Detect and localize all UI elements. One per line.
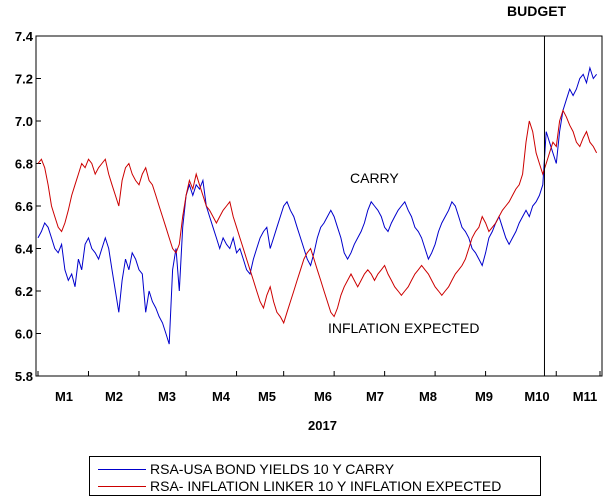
legend-label-inflation: RSA- INFLATION LINKER 10 Y INFLATION EXP… (150, 478, 502, 494)
legend-item-inflation: RSA- INFLATION LINKER 10 Y INFLATION EXP… (98, 477, 501, 495)
x-tick-label: M10 (524, 389, 549, 404)
inflation-annotation: INFLATION EXPECTED (328, 320, 479, 336)
x-tick-label: M2 (105, 389, 123, 404)
x-tick-label: M7 (366, 389, 384, 404)
series-layer (37, 66, 598, 345)
y-tick-label: 7.4 (15, 29, 34, 44)
x-axis: M1 M2 M3 M4 M5 M6 M7 M8 M9 M10 M11 (37, 371, 601, 404)
series-line-carry (37, 66, 597, 345)
y-tick-label: 6.0 (15, 327, 33, 342)
y-tick-label: 5.8 (15, 369, 33, 384)
x-tick-label: M8 (419, 389, 437, 404)
legend-item-carry: RSA-USA BOND YIELDS 10 Y CARRY (98, 460, 394, 478)
x-tick-label: M5 (258, 389, 276, 404)
legend-swatch-inflation (98, 485, 146, 487)
x-axis-title: 2017 (308, 418, 337, 433)
series-line-inflation (37, 109, 598, 325)
x-tick-label: M4 (212, 389, 231, 404)
carry-annotation: CARRY (350, 170, 399, 186)
legend-label-carry: RSA-USA BOND YIELDS 10 Y CARRY (150, 461, 395, 477)
x-tick-label: M9 (475, 389, 493, 404)
plot-border (35, 35, 603, 377)
y-tick-label: 7.0 (15, 114, 33, 129)
y-axis: 5.8 6.0 6.2 6.4 6.6 6.8 7.0 7.2 7.4 (15, 29, 41, 384)
legend-swatch-carry (98, 468, 146, 470)
x-tick-label: M11 (573, 389, 598, 404)
x-tick-label: M6 (314, 389, 332, 404)
plot-frame (35, 35, 603, 377)
x-tick-label: M1 (55, 389, 73, 404)
y-tick-label: 7.2 (15, 72, 33, 87)
y-tick-label: 6.4 (15, 242, 34, 257)
y-tick-label: 6.6 (15, 199, 33, 214)
budget-annotation: BUDGET (507, 3, 567, 19)
line-chart: 5.8 6.0 6.2 6.4 6.6 6.8 7.0 7.2 7.4 M1 M2 M3 M4 M5 M6… (15, 3, 603, 433)
y-tick-label: 6.2 (15, 284, 33, 299)
legend: RSA-USA BOND YIELDS 10 Y CARRY RSA- INFL… (89, 456, 541, 496)
y-tick-label: 6.8 (15, 157, 33, 172)
x-tick-label: M3 (158, 389, 176, 404)
